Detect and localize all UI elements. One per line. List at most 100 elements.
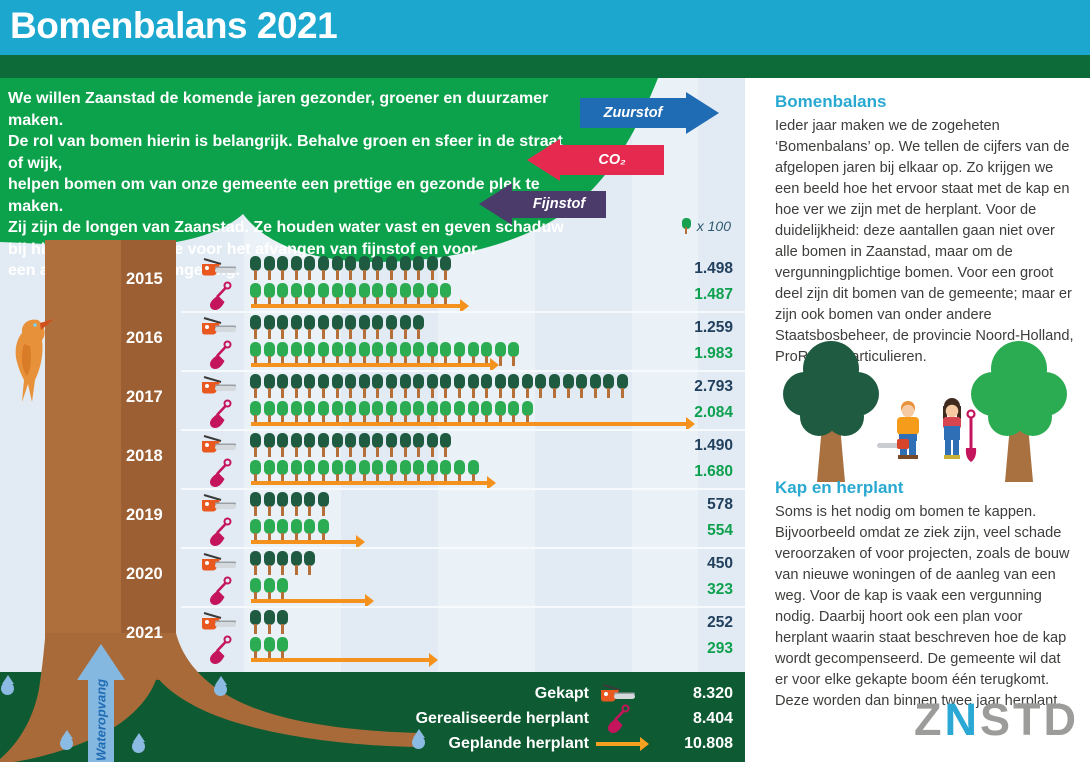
herplant-tree-pictograms <box>250 401 533 425</box>
co2-arrow-body: CO₂ <box>560 145 664 175</box>
man-with-chainsaw <box>877 401 919 459</box>
tree-icon <box>372 433 384 457</box>
wateropvang-label: Wateropvang <box>93 678 109 762</box>
shovel-icon <box>207 576 233 606</box>
tree-icon <box>304 401 316 425</box>
tree-icon <box>304 256 316 280</box>
tree-icon <box>331 374 343 398</box>
year-label: 2019 <box>126 506 163 524</box>
chainsaw-icon <box>200 434 238 455</box>
tree-icon <box>345 315 357 339</box>
chart-row-2015: 2015 1.498 1.487 <box>126 252 745 313</box>
tree-icon <box>562 374 574 398</box>
tree-icon <box>426 433 438 457</box>
woman-with-shovel <box>943 398 977 462</box>
tree-icon <box>372 256 384 280</box>
herplant-value: 2.084 <box>694 404 733 421</box>
sidebar-heading-kap-en-herplant: Kap en herplant <box>775 478 904 497</box>
tree-icon <box>385 315 397 339</box>
tree-icon <box>440 460 452 484</box>
tree-icon <box>263 342 275 366</box>
tree-icon <box>263 460 275 484</box>
chainsaw-icon <box>200 493 238 514</box>
herplant-tree-pictograms <box>250 283 452 307</box>
shovel-icon <box>209 399 232 429</box>
tree-icon <box>290 492 302 516</box>
tree-icon <box>426 374 438 398</box>
chart-row-2018: 2018 1.490 1.680 <box>126 429 745 490</box>
herplant-tree-pictograms <box>250 637 289 661</box>
tree-icon <box>290 551 302 575</box>
chainsaw-icon <box>589 683 647 704</box>
tree-icon <box>372 283 384 307</box>
tree-icon <box>250 637 261 661</box>
chainsaw-icon <box>202 553 236 571</box>
tree-icon <box>277 492 289 516</box>
unit-note: x 100 <box>681 218 731 234</box>
tree-icon <box>345 342 357 366</box>
tree-icon <box>304 283 316 307</box>
tree-icon <box>385 256 397 280</box>
tree-icon <box>372 315 384 339</box>
herplant-value: 293 <box>707 640 733 657</box>
co2-arrow: CO₂ <box>527 139 664 181</box>
arrow-left-icon <box>479 183 512 225</box>
herplant-value: 1.680 <box>694 463 733 480</box>
chart-section: We willen Zaanstad de komende jaren gezo… <box>0 78 745 762</box>
tree-icon <box>290 342 302 366</box>
tree-icon <box>358 315 370 339</box>
chart-rows: 2015 1.498 1.487 2016 1.259 1.983 2017 2.793 2.0… <box>126 252 745 667</box>
shovel-icon <box>209 458 232 488</box>
tree-icon <box>576 374 588 398</box>
herplant-tree-pictograms <box>250 519 329 543</box>
tree-icon <box>331 433 343 457</box>
sidebar-text-kap-en-herplant: Soms is het nodig om bomen te kappen. Bi… <box>775 504 1070 709</box>
fijnstof-label: Fijnstof <box>532 196 586 212</box>
tree-icon <box>263 492 275 516</box>
year-label: 2015 <box>126 270 163 288</box>
tree-icon <box>250 374 261 398</box>
info-sidebar: Bomenbalans Ieder jaar maken we de zogeh… <box>745 78 1090 762</box>
water-drop-icon <box>214 683 227 696</box>
tree-icon <box>263 283 275 307</box>
light-tree <box>971 341 1067 482</box>
tree-icon <box>440 342 452 366</box>
tree-icon <box>317 460 329 484</box>
tree-icon <box>467 374 479 398</box>
chainsaw-icon <box>200 316 238 337</box>
tree-icon <box>413 401 425 425</box>
tree-icon <box>250 256 261 280</box>
tree-icon <box>250 578 261 602</box>
co2-label: CO₂ <box>598 152 626 168</box>
orange-arrow-icon <box>589 736 649 751</box>
herplant-value: 1.487 <box>694 286 733 303</box>
tree-icon <box>494 401 506 425</box>
shovel-icon <box>607 704 630 733</box>
tree-icon <box>317 374 329 398</box>
tree-icon <box>263 374 275 398</box>
shovel-icon <box>589 704 647 734</box>
geplande-herplant-arrow <box>251 476 496 490</box>
wateropvang-arrow <box>88 679 114 762</box>
tree-icon <box>277 610 289 634</box>
tree-icon <box>331 401 343 425</box>
tree-icon <box>317 256 329 280</box>
tree-icon <box>277 315 289 339</box>
tree-icon <box>263 256 275 280</box>
year-label: 2018 <box>126 447 163 465</box>
tree-icon <box>426 256 438 280</box>
chart-row-2021: 2021 252 293 <box>126 606 745 667</box>
geplande-herplant-arrow <box>251 535 365 549</box>
tree-icon <box>453 401 465 425</box>
tree-icon <box>277 374 289 398</box>
geplande-herplant-arrow <box>251 594 374 608</box>
tree-icon <box>494 374 506 398</box>
tree-icon <box>317 492 329 516</box>
tree-icon <box>304 460 316 484</box>
tree-icon <box>263 433 275 457</box>
tree-icon <box>263 401 275 425</box>
tree-icon <box>481 342 493 366</box>
legend-value-gerealiseerde-herplant: 8.404 <box>692 709 733 727</box>
tree-icon <box>277 342 289 366</box>
tree-icon <box>304 551 316 575</box>
